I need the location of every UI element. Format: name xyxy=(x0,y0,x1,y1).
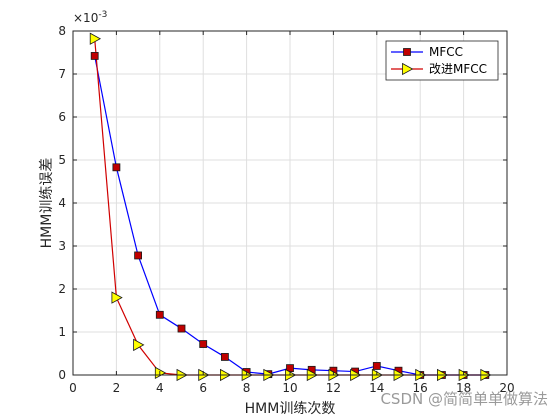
y-axis-title: HMM训练误差 xyxy=(39,158,55,249)
y-tick-label: 0 xyxy=(58,368,66,382)
y-exponent-label: ×10-3 xyxy=(73,10,107,25)
x-tick-label: 4 xyxy=(156,381,164,395)
legend-series-1-swatch-marker xyxy=(403,48,411,56)
x-tick-label: 12 xyxy=(326,381,341,395)
x-tick-label: 0 xyxy=(69,381,77,395)
x-tick-label: 20 xyxy=(499,381,514,395)
x-tick-label: 16 xyxy=(413,381,428,395)
y-tick-label: 7 xyxy=(58,67,66,81)
series-1-point xyxy=(220,353,229,361)
watermark: CSDN @简简单单做算法 xyxy=(380,390,548,408)
series-1-point xyxy=(199,340,208,348)
legend-series-2-swatch-marker xyxy=(402,62,414,76)
y-tick-label: 4 xyxy=(58,196,66,210)
x-tick-label: 6 xyxy=(199,381,207,395)
x-axis-title: HMM训练次数 xyxy=(245,401,336,417)
y-tick-label: 6 xyxy=(58,110,66,124)
series-2-point xyxy=(133,338,145,352)
x-tick-label: 18 xyxy=(456,381,471,395)
y-tick-label: 5 xyxy=(58,153,66,167)
y-tick-label: 3 xyxy=(58,239,66,253)
series-1-point xyxy=(372,362,381,370)
series-1-point xyxy=(155,310,164,319)
series-2-point xyxy=(89,32,102,45)
x-tick-label: 10 xyxy=(282,381,297,395)
x-tick-label: 8 xyxy=(243,381,251,395)
x-tick-label: 14 xyxy=(369,381,384,395)
series-1-point xyxy=(90,52,99,60)
y-exponent-base: ×10 xyxy=(73,11,98,25)
y-tick-label: 8 xyxy=(58,24,66,38)
x-tick-label: 2 xyxy=(113,381,121,395)
y-tick-label: 1 xyxy=(58,325,66,339)
y-tick-label: 2 xyxy=(58,282,66,296)
y-exponent-power: -3 xyxy=(98,10,107,20)
legend-series-2-label: 改进MFCC xyxy=(429,62,487,76)
legend: MFCC 改进MFCC xyxy=(385,40,499,81)
series-1-point xyxy=(134,251,143,260)
legend-series-1-label: MFCC xyxy=(429,45,463,59)
series-1-point xyxy=(177,324,186,333)
series-2-point xyxy=(111,291,123,304)
series-1-point xyxy=(112,163,121,172)
